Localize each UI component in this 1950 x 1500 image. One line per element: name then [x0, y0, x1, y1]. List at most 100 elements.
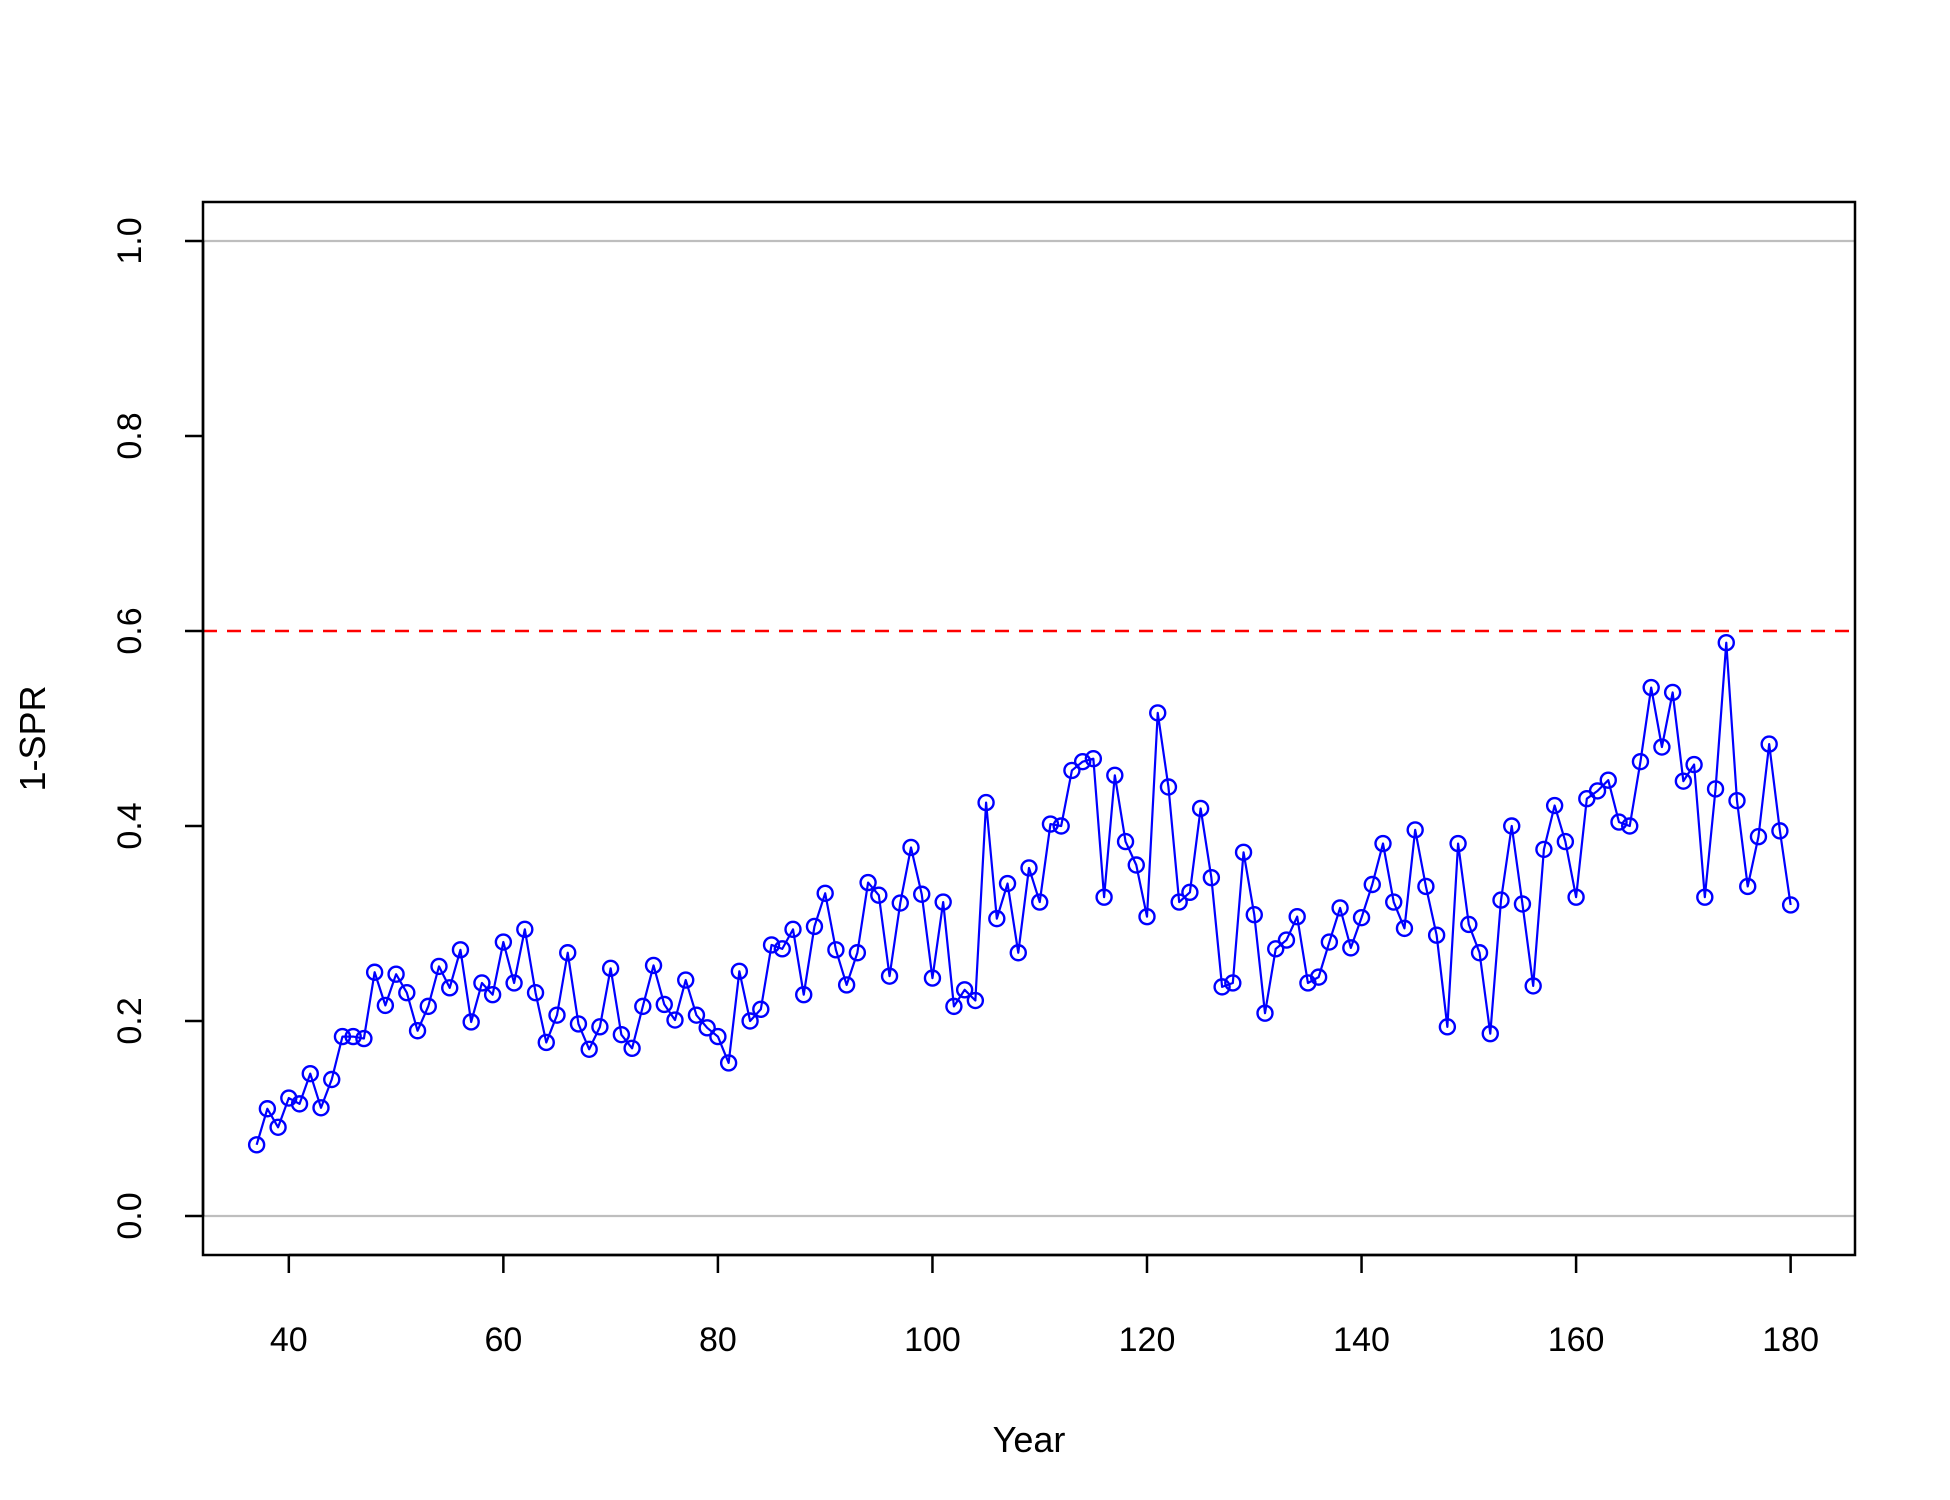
data-point	[365, 963, 384, 981]
data-point	[355, 1029, 373, 1048]
data-point	[1267, 940, 1285, 958]
data-point	[773, 940, 791, 958]
data-point	[1492, 891, 1510, 909]
data-point	[1610, 813, 1628, 831]
data-point	[1374, 834, 1392, 853]
data-point	[1685, 755, 1703, 774]
data-point	[837, 976, 856, 994]
data-point	[655, 995, 673, 1014]
data-point	[1781, 896, 1800, 914]
data-point	[1191, 799, 1210, 818]
data-point	[752, 1000, 770, 1018]
data-point	[805, 917, 824, 936]
y-axis-title: 1-SPR	[12, 685, 53, 791]
data-point	[1449, 834, 1467, 853]
data-point	[1460, 915, 1478, 934]
data-point	[1385, 893, 1403, 911]
data-point	[913, 885, 931, 903]
data-point	[998, 874, 1017, 893]
data-point	[494, 933, 513, 951]
data-point	[1545, 796, 1564, 815]
data-point	[1599, 771, 1617, 789]
data-point	[387, 965, 405, 983]
data-point	[1427, 926, 1446, 944]
x-tick-label: 100	[904, 1321, 961, 1359]
data-point	[1309, 968, 1328, 986]
data-point	[1224, 974, 1242, 992]
data-point	[1320, 933, 1339, 951]
data-point	[1771, 822, 1789, 840]
data-point	[1470, 944, 1489, 962]
data-point	[1106, 766, 1124, 784]
data-point	[719, 1054, 738, 1072]
data-point	[441, 979, 459, 997]
reference-lines	[203, 239, 1855, 1218]
data-point	[827, 941, 845, 959]
x-tick-label: 180	[1762, 1321, 1819, 1359]
data-point	[1417, 877, 1435, 896]
data-point	[623, 1039, 641, 1058]
data-point	[859, 873, 877, 892]
series-layer	[247, 634, 1800, 1154]
x-tick-label: 80	[699, 1321, 737, 1359]
data-point	[934, 893, 952, 911]
data-point	[1653, 738, 1671, 756]
data-point	[1739, 877, 1757, 896]
data-point	[473, 974, 491, 992]
data-point	[870, 886, 888, 904]
data-point	[902, 838, 920, 857]
data-point	[1621, 817, 1639, 835]
data-point	[698, 1019, 716, 1037]
data-point	[1277, 931, 1296, 949]
data-point	[816, 884, 834, 902]
data-point	[848, 944, 867, 962]
data-point	[1202, 868, 1221, 887]
data-point	[1642, 678, 1660, 697]
data-point	[1567, 888, 1585, 906]
data-point	[1556, 832, 1575, 851]
y-tick-label: 0.8	[111, 412, 149, 459]
data-point	[955, 981, 974, 999]
data-point	[1342, 939, 1360, 957]
data-point	[730, 962, 749, 980]
data-point	[247, 1136, 266, 1154]
data-point	[762, 936, 781, 954]
data-point	[580, 1040, 598, 1058]
data-point	[1052, 817, 1070, 835]
data-point	[290, 1095, 309, 1113]
data-point	[1181, 883, 1199, 901]
data-point	[1438, 1018, 1457, 1036]
data-point	[1503, 817, 1521, 835]
data-point	[1331, 899, 1349, 917]
data-point	[1706, 780, 1725, 798]
data-point	[323, 1070, 341, 1089]
data-point	[1170, 893, 1188, 911]
data-point	[1395, 919, 1414, 938]
data-point	[312, 1099, 330, 1117]
data-point	[559, 944, 577, 962]
data-point	[1159, 778, 1178, 796]
data-point	[1234, 843, 1253, 862]
data-point	[1481, 1024, 1499, 1043]
data-point	[1288, 907, 1306, 926]
data-point	[666, 1011, 684, 1029]
data-point	[462, 1013, 480, 1031]
data-point	[269, 1118, 287, 1136]
data-point	[988, 909, 1006, 928]
data-point	[1116, 832, 1135, 851]
data-point	[1138, 907, 1156, 926]
data-point	[376, 996, 395, 1015]
data-point	[1363, 875, 1381, 894]
y-axis: 0.0 0.2 0.4 0.6 0.8 1.0	[111, 217, 205, 1240]
data-point	[301, 1064, 319, 1083]
data-point	[1728, 791, 1746, 810]
data-point	[1749, 828, 1768, 846]
data-point	[258, 1100, 277, 1118]
data-point	[451, 941, 470, 959]
data-point	[966, 991, 985, 1010]
data-point	[1588, 782, 1607, 800]
data-point	[569, 1015, 588, 1033]
x-tick-label: 60	[484, 1321, 522, 1359]
x-tick-label: 140	[1333, 1321, 1390, 1359]
data-point	[1406, 821, 1424, 839]
